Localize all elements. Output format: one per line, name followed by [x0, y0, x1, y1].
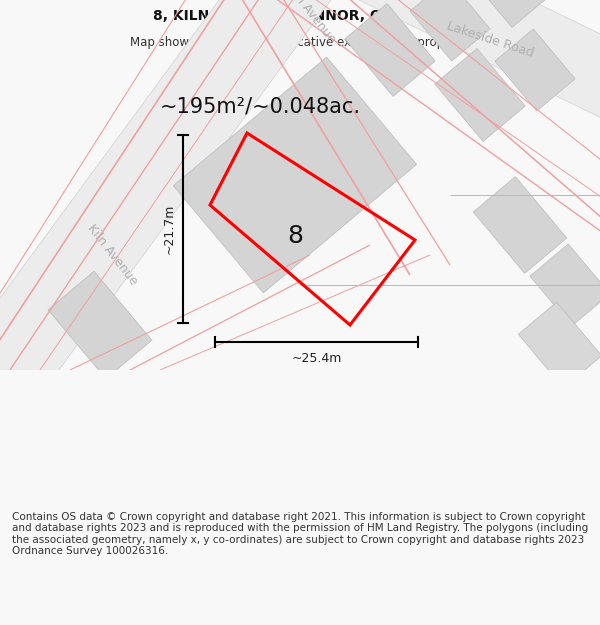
Text: Lakeside Road: Lakeside Road [445, 20, 535, 60]
Polygon shape [410, 0, 490, 61]
Text: Kiln Avenue: Kiln Avenue [84, 222, 140, 288]
Text: 8, KILN AVENUE, CHINNOR, OX39 4BZ: 8, KILN AVENUE, CHINNOR, OX39 4BZ [153, 9, 447, 24]
Polygon shape [473, 177, 567, 273]
Polygon shape [345, 4, 435, 96]
Polygon shape [530, 244, 600, 326]
Text: ~25.4m: ~25.4m [292, 351, 341, 364]
Text: Kiln Avenue: Kiln Avenue [282, 0, 338, 46]
Polygon shape [518, 302, 600, 388]
Polygon shape [435, 49, 525, 141]
Text: ~195m²/~0.048ac.: ~195m²/~0.048ac. [160, 97, 361, 117]
Text: Map shows position and indicative extent of the property.: Map shows position and indicative extent… [130, 36, 470, 49]
Polygon shape [173, 57, 416, 293]
Polygon shape [0, 0, 366, 442]
Polygon shape [48, 271, 152, 379]
Text: Contains OS data © Crown copyright and database right 2021. This information is : Contains OS data © Crown copyright and d… [12, 512, 588, 556]
Polygon shape [473, 0, 547, 28]
Polygon shape [254, 0, 600, 129]
Text: ~21.7m: ~21.7m [163, 204, 176, 254]
Text: 8: 8 [287, 224, 304, 248]
Polygon shape [495, 29, 575, 111]
